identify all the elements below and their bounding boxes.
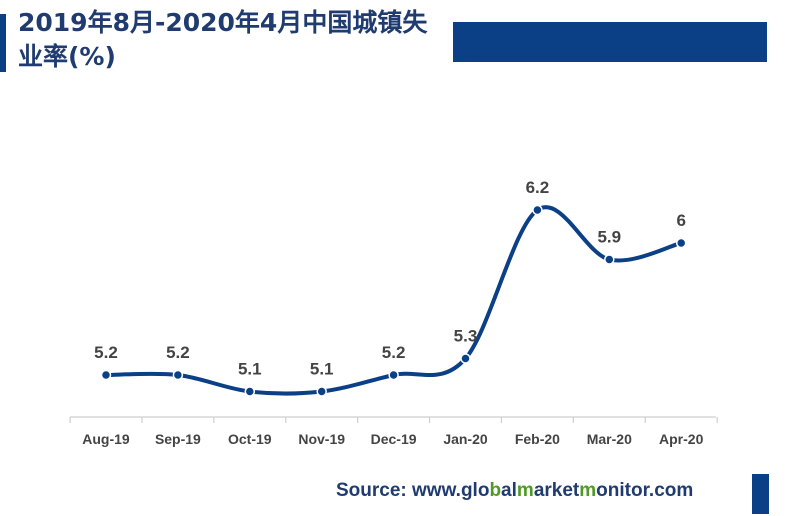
source-part-4-accent: m bbox=[516, 480, 534, 501]
data-point bbox=[316, 386, 327, 397]
series-line bbox=[104, 205, 684, 396]
x-tick-label: Oct-19 bbox=[228, 431, 272, 447]
source-part-7: onitor.com bbox=[596, 480, 694, 501]
data-label: 5.1 bbox=[310, 360, 334, 379]
x-tick-label: Sep-19 bbox=[155, 431, 201, 447]
data-point bbox=[388, 369, 399, 381]
source-part-3: al bbox=[501, 480, 517, 501]
header-decoration-block bbox=[453, 22, 767, 62]
data-label: 5.2 bbox=[166, 343, 190, 362]
corner-decoration-block bbox=[752, 474, 769, 514]
data-label: 5.1 bbox=[238, 360, 262, 379]
data-label: 6.2 bbox=[526, 178, 550, 197]
x-tick-label: Dec-19 bbox=[371, 431, 417, 447]
data-point bbox=[244, 386, 256, 397]
source-prefix: Source: www. bbox=[336, 480, 461, 501]
source-part-5: arket bbox=[533, 480, 580, 501]
data-point bbox=[460, 353, 471, 364]
data-point bbox=[100, 369, 112, 381]
data-label: 6 bbox=[676, 211, 685, 230]
data-point bbox=[675, 237, 687, 249]
data-point bbox=[532, 204, 543, 216]
source-part-6-accent: m bbox=[579, 480, 597, 501]
source-part-2-accent: b bbox=[489, 480, 502, 501]
x-tick-label: Aug-19 bbox=[82, 431, 130, 447]
x-tick-label: Apr-20 bbox=[659, 431, 704, 447]
x-tick-label: Jan-20 bbox=[443, 431, 488, 447]
data-point bbox=[604, 254, 615, 265]
data-label: 5.9 bbox=[597, 228, 621, 247]
x-tick-label: Feb-20 bbox=[515, 431, 560, 447]
x-tick-label: Nov-19 bbox=[298, 431, 345, 447]
data-label: 5.2 bbox=[94, 343, 118, 362]
data-label: 5.3 bbox=[454, 327, 478, 346]
chart-title: 2019年8月-2020年4月中国城镇失业率(%) bbox=[18, 8, 428, 71]
data-point bbox=[172, 369, 184, 381]
source-credit: Source: www.globalmarketmonitor.com bbox=[336, 480, 693, 502]
source-part-1: glo bbox=[460, 480, 490, 501]
data-label: 5.2 bbox=[382, 343, 406, 362]
x-tick-label: Mar-20 bbox=[587, 431, 632, 447]
title-accent-bar bbox=[0, 14, 6, 72]
